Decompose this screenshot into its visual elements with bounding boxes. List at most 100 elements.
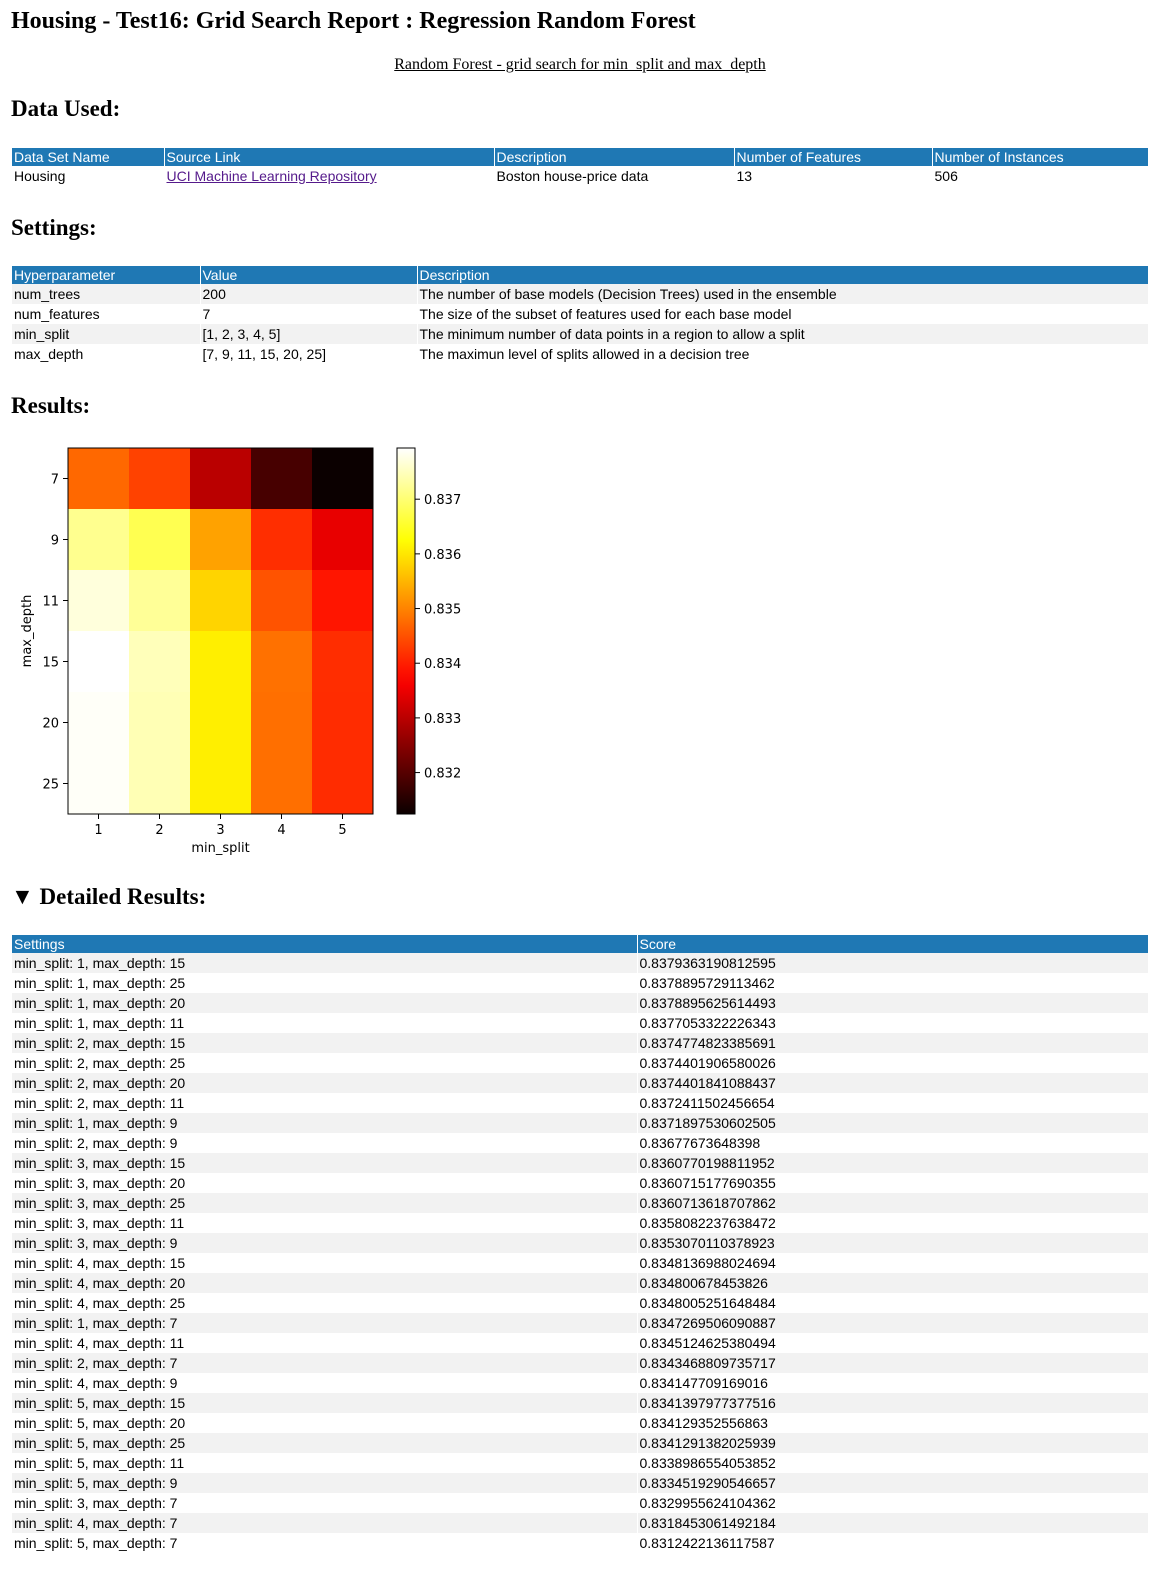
score-cell: 0.8341291382025939 [636, 1433, 1148, 1453]
table-row: min_split: 2, max_depth: 9 0.836776736483… [12, 1133, 1148, 1153]
x-tick-label: 3 [216, 823, 224, 838]
score-cell: 0.8360770198811952 [636, 1153, 1148, 1173]
table-row: min_split: 2, max_depth: 20 0.83744018410… [12, 1073, 1148, 1093]
score-cell: 0.8379363190812595 [636, 953, 1148, 973]
settings-cell: min_split: 2, max_depth: 15 [12, 1033, 637, 1053]
settings-cell: min_split: 3, max_depth: 25 [12, 1193, 637, 1213]
description-cell: The minimum number of data points in a r… [416, 324, 1148, 344]
score-cell: 0.8343468809735717 [636, 1353, 1148, 1373]
colorbar-tick-label: 0.832 [424, 767, 461, 782]
score-cell: 0.8377053322226343 [636, 1013, 1148, 1033]
score-cell: 0.8318453061492184 [636, 1513, 1148, 1533]
heatmap-cell [68, 570, 130, 632]
table-row: min_split: 2, max_depth: 7 0.834346880973… [12, 1353, 1148, 1373]
table-row: min_split: 4, max_depth: 11 0.83451246253… [12, 1333, 1148, 1353]
detailed-results-toggle[interactable]: ▼ Detailed Results: [11, 884, 206, 910]
heatmap-cell [312, 692, 374, 754]
score-cell: 0.8338986554053852 [636, 1453, 1148, 1473]
colorbar-tick-label: 0.837 [424, 493, 461, 508]
value-cell: 7 [199, 304, 417, 324]
description-cell: The number of base models (Decision Tree… [416, 284, 1148, 304]
x-tick-label: 1 [94, 823, 102, 838]
score-cell: 0.8374774823385691 [636, 1033, 1148, 1053]
value-cell: [7, 9, 11, 15, 20, 25] [199, 344, 417, 364]
table-row: min_split: 1, max_depth: 11 0.83770533222… [12, 1013, 1148, 1033]
hyperparameter-cell: max_depth [14, 346, 84, 362]
column-header: Data Set Name [12, 148, 164, 166]
heatmap-cell [129, 753, 191, 815]
colorbar-tick-label: 0.833 [424, 712, 461, 727]
heatmap-chart: 7 9 11 15 20 25 1 2 3 4 5 min_split max_depth 0.832 0.… [20, 447, 461, 856]
table-row: num_trees 200 The number of base models (D… [12, 284, 1148, 304]
settings-cell: min_split: 4, max_depth: 9 [14, 1375, 178, 1391]
table-row: min_split: 2, max_depth: 15 0.83747748233… [12, 1033, 1148, 1053]
y-tick-label: 15 [42, 656, 59, 671]
heatmap-cell [312, 753, 374, 815]
source-link-cell: UCI Machine Learning Repository [163, 166, 494, 186]
score-cell: 0.8341397977377516 [636, 1393, 1148, 1413]
heatmap-cell [129, 509, 191, 571]
settings-cell: min_split: 2, max_depth: 11 [14, 1095, 185, 1111]
table-row: min_split: 5, max_depth: 11 0.83389865540… [12, 1453, 1148, 1473]
heatmap-cell [190, 631, 252, 693]
data-used-heading: Data Used: [11, 96, 121, 121]
settings-cell: min_split: 4, max_depth: 11 [14, 1335, 185, 1351]
column-header: Description [416, 266, 1148, 284]
settings-table: Hyperparameter Value Description num_tre… [12, 266, 1148, 364]
heatmap-cell [68, 509, 130, 571]
x-tick-label: 5 [338, 823, 346, 838]
score-cell: 0.834129352556863 [636, 1413, 1148, 1433]
table-row: min_split: 5, max_depth: 15 0.83413979773… [12, 1393, 1148, 1413]
heatmap-cell [68, 753, 130, 815]
colorbar-tick-label: 0.835 [424, 603, 461, 618]
settings-cell: min_split: 1, max_depth: 20 [12, 993, 637, 1013]
table-row: min_split: 1, max_depth: 15 0.83793631908… [12, 953, 1148, 973]
number-of-features: 13 [733, 166, 932, 186]
settings-cell: min_split: 3, max_depth: 20 [14, 1175, 186, 1191]
settings-cell: min_split: 4, max_depth: 15 [14, 1255, 186, 1271]
table-row: min_split: 4, max_depth: 9 0.834147709169… [12, 1373, 1148, 1393]
heatmap-cell [190, 692, 252, 754]
settings-cell: min_split: 2, max_depth: 7 [12, 1353, 637, 1373]
heatmap-cell [312, 631, 374, 693]
column-header: Hyperparameter [12, 266, 200, 284]
table-row: max_depth [7, 9, 11, 15, 20, 25] The maxim… [12, 344, 1148, 364]
settings-cell: min_split: 1, max_depth: 25 [14, 975, 186, 991]
heatmap-cell [312, 570, 374, 632]
heatmap-cell [251, 448, 313, 510]
table-row: min_split: 5, max_depth: 20 0.83412935255… [12, 1413, 1148, 1433]
settings-cell: min_split: 5, max_depth: 11 [14, 1455, 185, 1471]
x-tick-label: 4 [277, 823, 285, 838]
heatmap-cell [251, 753, 313, 815]
table-row: min_split: 4, max_depth: 20 0.83480067845… [12, 1273, 1148, 1293]
table-row: min_split: 3, max_depth: 7 0.832995562410… [12, 1493, 1148, 1513]
column-header: Number of Instances [931, 148, 1148, 166]
column-header: Settings [12, 935, 637, 953]
score-cell: 0.8345124625380494 [636, 1333, 1148, 1353]
table-row: num_features 7 The size of the subset of f… [12, 304, 1148, 324]
column-header: Number of Features [733, 148, 932, 166]
y-tick-label: 25 [42, 778, 59, 793]
score-cell: 0.834147709169016 [636, 1373, 1148, 1393]
detailed-results-table: Settings Score min_split: 1, max_depth: … [12, 935, 1148, 1553]
settings-cell: min_split: 4, max_depth: 7 [12, 1513, 637, 1533]
settings-cell: min_split: 3, max_depth: 15 [12, 1153, 637, 1173]
dataset-name: Housing [14, 168, 66, 184]
score-cell: 0.8371897530602505 [636, 1113, 1148, 1133]
column-header: Description [493, 148, 734, 166]
column-header: Value [199, 266, 417, 284]
table-row: min_split: 4, max_depth: 25 0.83480052516… [12, 1293, 1148, 1313]
settings-cell: min_split: 3, max_depth: 11 [14, 1215, 185, 1231]
settings-cell: min_split: 5, max_depth: 20 [14, 1415, 186, 1431]
colorbar [396, 447, 416, 815]
settings-cell: min_split: 5, max_depth: 7 [14, 1535, 178, 1551]
description-cell: The maximun level of splits allowed in a… [416, 344, 1148, 364]
table-row: min_split: 4, max_depth: 7 0.831845306149… [12, 1513, 1148, 1533]
table-row: min_split: 2, max_depth: 11 0.83724115024… [12, 1093, 1148, 1113]
score-cell: 0.8360713618707862 [636, 1193, 1148, 1213]
page-subtitle: Random Forest - grid search for min_spli… [394, 56, 766, 73]
score-cell: 0.834800678453826 [636, 1273, 1148, 1293]
x-axis-label: min_split [191, 841, 249, 856]
table-row: min_split: 2, max_depth: 25 0.83744019065… [12, 1053, 1148, 1073]
source-link[interactable]: UCI Machine Learning Repository [166, 168, 377, 184]
